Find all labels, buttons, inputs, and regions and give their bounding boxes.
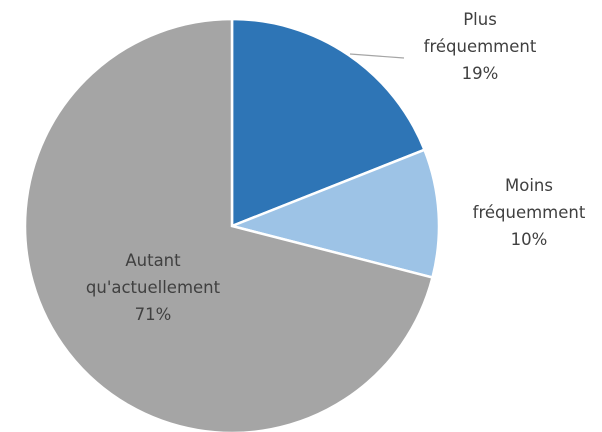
- data-label: Plus fréquemment 19%: [410, 6, 550, 87]
- pie-slice: [23, 17, 435, 432]
- category-label: Autant qu'actuellement: [85, 251, 221, 297]
- data-label: Moins fréquemment 10%: [464, 172, 594, 253]
- value-label: 10%: [510, 230, 548, 249]
- pie-slice: [227, 148, 441, 280]
- category-label: Moins fréquemment: [472, 176, 586, 222]
- leader-line: [349, 53, 405, 59]
- value-label: 71%: [134, 305, 172, 324]
- data-label: Autant qu'actuellement 71%: [78, 247, 228, 328]
- value-label: 19%: [461, 64, 499, 83]
- category-label: Plus fréquemment: [423, 10, 537, 56]
- pie-slice: [230, 17, 427, 228]
